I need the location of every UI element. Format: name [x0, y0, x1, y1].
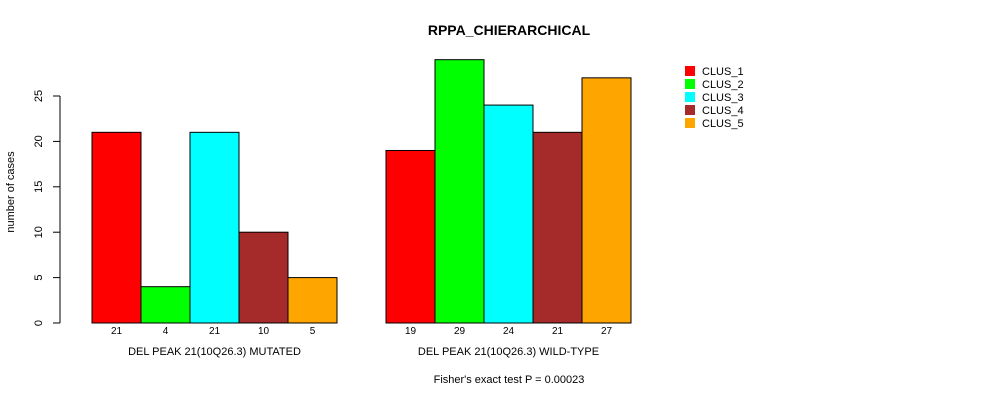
- legend-label: CLUS_1: [702, 66, 744, 78]
- group-labels: DEL PEAK 21(10Q26.3) MUTATED DEL PEAK 21(…: [128, 346, 599, 358]
- bar-clus_2-group-2: [434, 59, 485, 324]
- bars: [91, 59, 632, 324]
- chart-title: RPPA_CHIERARCHICAL: [428, 22, 591, 38]
- bar-count-label: 29: [454, 326, 466, 337]
- bar-count-label: 5: [310, 326, 316, 337]
- bar-count-label: 21: [111, 326, 123, 337]
- legend-swatch: [685, 79, 695, 89]
- y-tick-label: 25: [33, 90, 45, 102]
- legend-label: CLUS_4: [702, 105, 744, 117]
- bar-count-label: 4: [163, 326, 169, 337]
- bar-clus_3-group-1: [189, 131, 240, 324]
- y-tick-label: 15: [33, 181, 45, 193]
- bar-count-label: 19: [405, 326, 417, 337]
- group-label-2: DEL PEAK 21(10Q26.3) WILD-TYPE: [418, 346, 599, 358]
- y-tick-label: 5: [33, 275, 45, 281]
- bar-count-label: 10: [258, 326, 270, 337]
- bar-count-label: 24: [503, 326, 515, 337]
- bar-clus_3-group-2: [483, 104, 534, 324]
- bar-count-label: 21: [552, 326, 564, 337]
- legend-label: CLUS_3: [702, 92, 744, 104]
- bar-clus_2-group-1: [140, 286, 191, 324]
- bar-clus_5-group-2: [581, 77, 632, 324]
- bar-clus_1-group-2: [385, 149, 436, 324]
- y-tick-label: 0: [33, 320, 45, 326]
- bar-count-label: 21: [209, 326, 221, 337]
- y-tick-label: 20: [33, 135, 45, 147]
- legend-swatch: [685, 92, 695, 102]
- legend-label: CLUS_5: [702, 118, 744, 130]
- bar-count-label: 27: [601, 326, 613, 337]
- bar-clus_1-group-1: [91, 131, 142, 324]
- footnote: Fisher's exact test P = 0.00023: [434, 374, 585, 386]
- bar-clus_4-group-2: [532, 131, 583, 324]
- legend-swatch: [685, 105, 695, 115]
- bar-clus_5-group-1: [287, 277, 338, 324]
- y-tick-label: 10: [33, 226, 45, 238]
- count-labels: 21 4 21 10 5 19 29 24 21 27: [111, 326, 613, 337]
- legend-swatch: [685, 118, 695, 128]
- y-axis: 0 5 10 15 20 25: [33, 90, 61, 326]
- group-label-1: DEL PEAK 21(10Q26.3) MUTATED: [128, 346, 301, 358]
- bar-clus_4-group-1: [238, 231, 289, 324]
- legend-label: CLUS_2: [702, 79, 744, 91]
- legend-swatch: [685, 66, 695, 76]
- y-axis-label: number of cases: [5, 151, 17, 233]
